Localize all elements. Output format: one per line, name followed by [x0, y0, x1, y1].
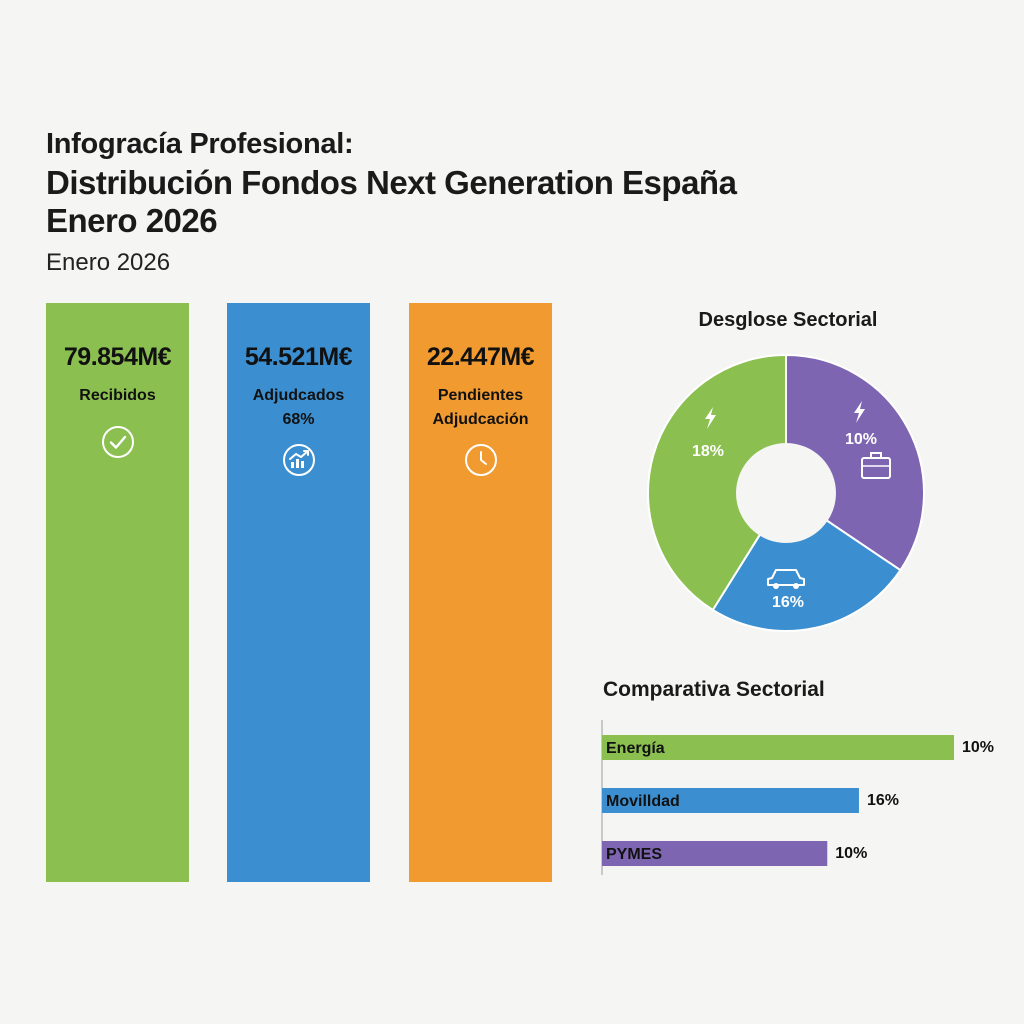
pie-slice: [647, 353, 787, 612]
horizontal-bar-chart: Energía 10% Movilldad 16% PYMES 10%: [601, 720, 994, 875]
lightning-icon: [854, 401, 865, 423]
main-title-line1: Distribución Fondos Next Generation Espa…: [46, 164, 737, 201]
category-label: Energía: [606, 740, 665, 757]
car-icon: [767, 569, 805, 589]
check-circle-icon: [101, 426, 134, 458]
kpi-value: 54.521M€: [244, 343, 353, 371]
bar: [602, 735, 954, 760]
main-title-line2: Enero 2026: [46, 202, 218, 239]
pie-slice: [785, 353, 925, 572]
donut-hole: [736, 443, 836, 543]
kpi-label-line1: Adjudcados: [252, 387, 345, 404]
bar: [602, 841, 828, 866]
donut-chart: 18% 10% 16%: [647, 353, 925, 632]
pie-slice-label: 10%: [845, 431, 877, 448]
kpi-value: 79.854M€: [63, 343, 172, 371]
kpi-label-line2: Adjudcación: [432, 411, 529, 428]
briefcase-icon: [861, 452, 891, 479]
bar: [602, 788, 859, 813]
kpi-label: Pendientes Adjudcación: [409, 384, 552, 432]
subtitle: Enero 2026: [46, 249, 171, 276]
pie-slice-label: 18%: [692, 443, 724, 460]
header: Infogracía Profesional: Distribución Fon…: [46, 124, 737, 278]
kpi-label: Adjudcados 68%: [227, 384, 370, 432]
pie-slice: [711, 491, 902, 632]
value-label: 10%: [835, 845, 867, 862]
bars-title: Comparativa Sectorial: [603, 678, 825, 701]
kpi-recibidos: 79.854M€ Recibidos: [46, 303, 189, 882]
value-label: 16%: [867, 792, 899, 809]
clock-icon: [464, 444, 497, 476]
pre-title: Infogracía Profesional:: [46, 128, 354, 160]
kpi-label-line2: 68%: [282, 411, 315, 428]
category-label: PYMES: [606, 846, 662, 863]
kpi-label: Recibidos: [79, 387, 156, 404]
lightning-icon: [705, 407, 716, 429]
pie-slice-label: 16%: [772, 594, 804, 611]
category-label: Movilldad: [606, 793, 680, 810]
kpi-adjudicados: 54.521M€ Adjudcados 68%: [227, 303, 370, 882]
kpi-pendientes: 22.447M€ Pendientes Adjudcación: [409, 303, 552, 882]
kpi-label-line1: Pendientes: [437, 387, 524, 404]
growth-chart-icon: [282, 444, 315, 476]
donut-title: Desglose Sectorial: [698, 309, 878, 331]
kpi-value: 22.447M€: [426, 343, 535, 371]
value-label: 10%: [962, 739, 994, 756]
